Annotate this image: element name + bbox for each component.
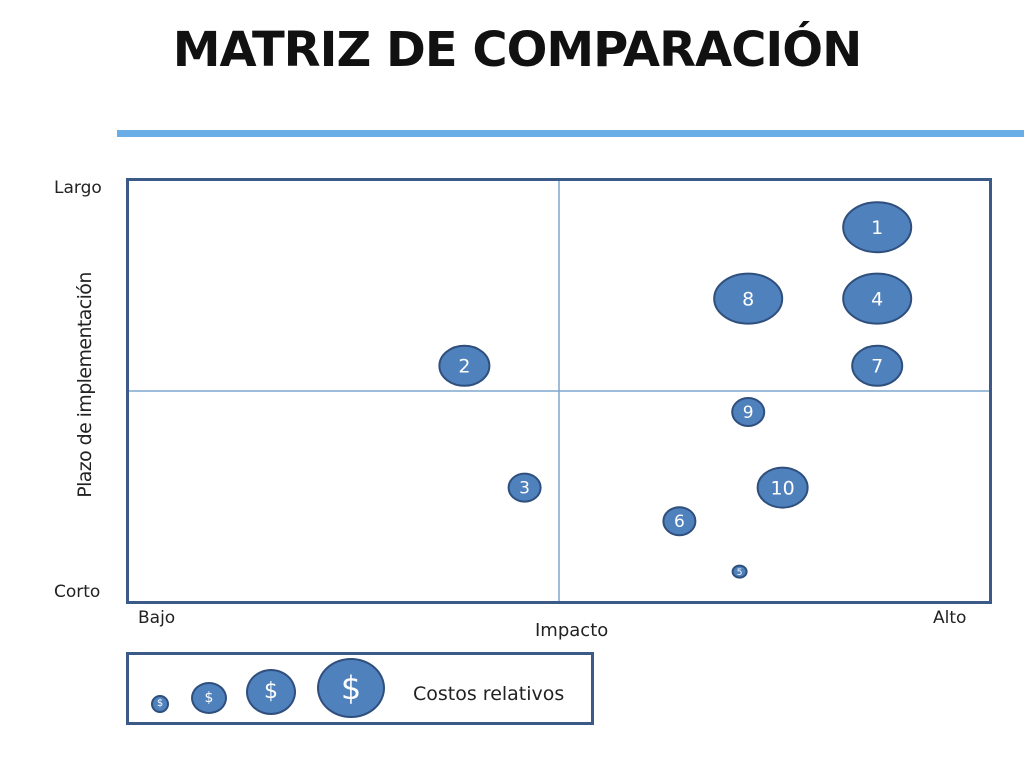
y-axis-low-label: Corto bbox=[54, 582, 101, 602]
x-axis-high-label: Alto bbox=[933, 608, 967, 628]
bubble-8 bbox=[713, 272, 784, 325]
legend-dollar-size-4: $ bbox=[317, 658, 385, 718]
bubble-4 bbox=[842, 272, 913, 325]
x-axis-title: Impacto bbox=[535, 620, 609, 641]
bubble-label-8: 8 bbox=[742, 288, 754, 310]
legend-dollar-size-1: $ bbox=[151, 695, 169, 713]
title-underline bbox=[117, 130, 1024, 137]
bubble-label-10: 10 bbox=[771, 477, 795, 499]
legend-label: Costos relativos bbox=[413, 683, 565, 705]
page-title: MATRIZ DE COMPARACIÓN bbox=[172, 22, 863, 78]
plot-area: 1 2 3 4 5 6 7 8 9 10 bbox=[126, 178, 992, 604]
bubble-label-1: 1 bbox=[871, 217, 883, 239]
bubble-label-6: 6 bbox=[674, 512, 685, 532]
bubble-9 bbox=[731, 397, 766, 427]
bubble-label-9: 9 bbox=[743, 403, 754, 423]
x-axis-low-label: Bajo bbox=[138, 608, 176, 628]
legend-dollar-size-2: $ bbox=[191, 682, 227, 714]
bubble-label-3: 3 bbox=[519, 479, 530, 499]
bubble-label-4: 4 bbox=[871, 288, 883, 310]
bubble-2 bbox=[438, 344, 491, 387]
bubble-chart: 1 2 3 4 5 6 7 8 9 10 bbox=[129, 181, 989, 601]
bubble-3 bbox=[507, 472, 542, 503]
bubble-1 bbox=[842, 201, 913, 254]
bubble-5 bbox=[731, 564, 748, 579]
bubble-10 bbox=[756, 466, 809, 509]
bubble-6 bbox=[662, 506, 697, 537]
bubble-label-7: 7 bbox=[871, 355, 883, 377]
bubble-label-5: 5 bbox=[737, 568, 743, 578]
cost-legend: $ $ $ $ Costos relativos bbox=[126, 652, 594, 725]
y-axis-high-label: Largo bbox=[54, 178, 102, 198]
y-axis-title: Plazo de implementación bbox=[74, 272, 96, 498]
bubble-7 bbox=[851, 344, 904, 387]
bubble-label-2: 2 bbox=[458, 355, 470, 377]
legend-dollar-size-3: $ bbox=[246, 669, 296, 715]
